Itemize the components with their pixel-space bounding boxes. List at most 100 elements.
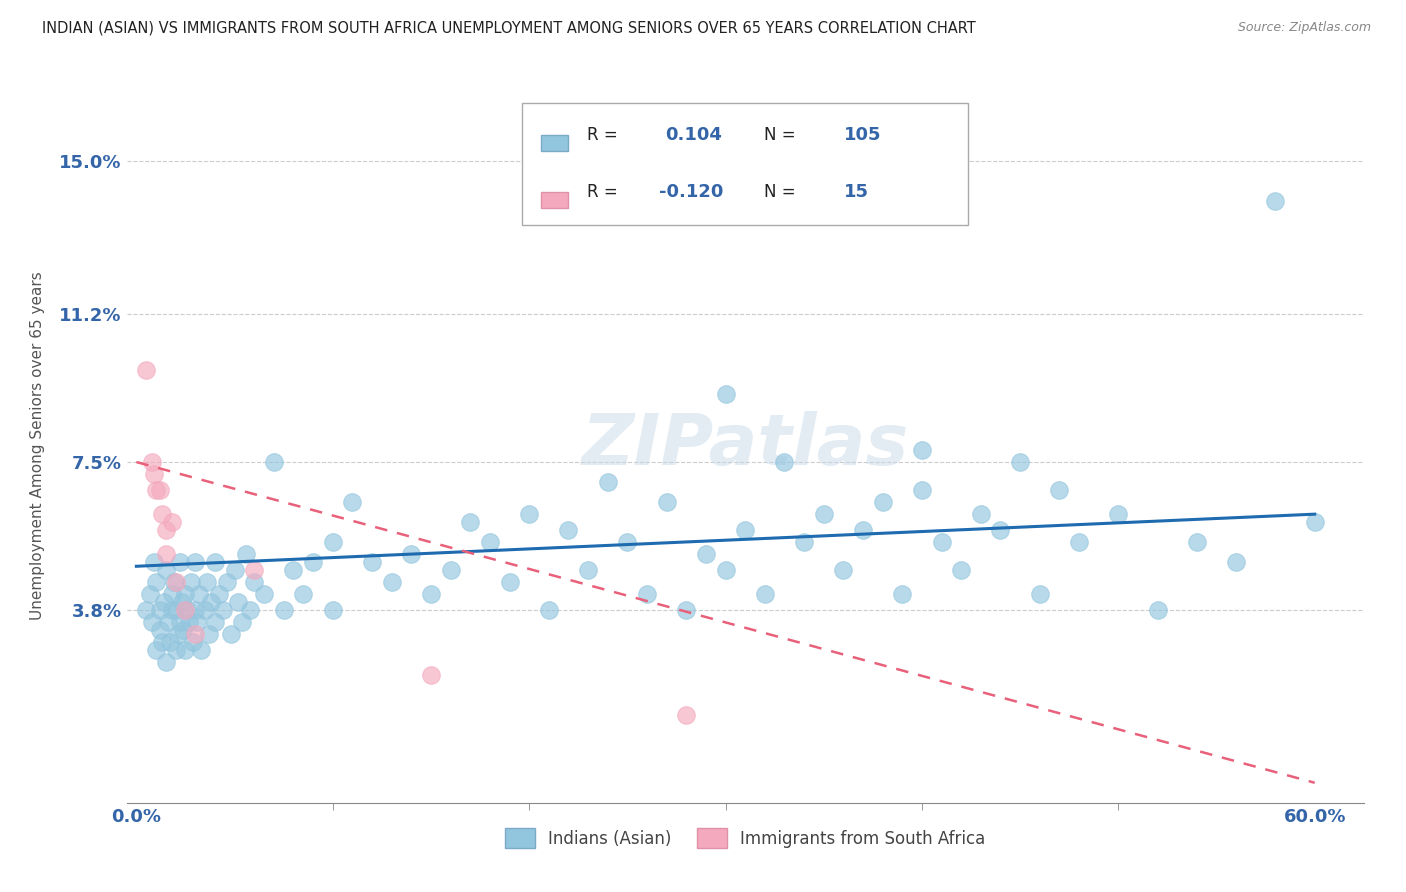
Point bbox=[793, 535, 815, 549]
Point bbox=[714, 387, 737, 401]
Point bbox=[135, 603, 157, 617]
Point bbox=[155, 547, 177, 561]
Point bbox=[381, 575, 404, 590]
Point bbox=[170, 595, 193, 609]
Point bbox=[155, 656, 177, 670]
Text: 15: 15 bbox=[844, 183, 869, 201]
Point bbox=[361, 555, 384, 569]
Point bbox=[179, 615, 201, 630]
Point bbox=[145, 643, 167, 657]
Y-axis label: Unemployment Among Seniors over 65 years: Unemployment Among Seniors over 65 years bbox=[31, 272, 45, 620]
Point bbox=[160, 603, 183, 617]
Point bbox=[714, 563, 737, 577]
Point bbox=[734, 523, 756, 537]
Point bbox=[616, 535, 638, 549]
Point bbox=[420, 587, 443, 601]
Point bbox=[1185, 535, 1208, 549]
Point bbox=[322, 535, 344, 549]
Point bbox=[263, 455, 285, 469]
Point bbox=[219, 627, 242, 641]
Point bbox=[832, 563, 855, 577]
Point bbox=[458, 515, 481, 529]
Point bbox=[498, 575, 520, 590]
Text: 0.104: 0.104 bbox=[665, 126, 721, 144]
Point bbox=[239, 603, 262, 617]
Point bbox=[773, 455, 796, 469]
Point bbox=[675, 603, 697, 617]
Point bbox=[173, 624, 195, 638]
Point bbox=[176, 603, 198, 617]
Text: -0.120: -0.120 bbox=[658, 183, 723, 201]
Point bbox=[228, 595, 250, 609]
Point bbox=[184, 603, 207, 617]
Point bbox=[155, 523, 177, 537]
Point bbox=[184, 627, 207, 641]
Point bbox=[852, 523, 875, 537]
FancyBboxPatch shape bbox=[541, 192, 568, 208]
Point bbox=[141, 455, 163, 469]
Point bbox=[169, 555, 191, 569]
Point bbox=[655, 495, 678, 509]
Point bbox=[1029, 587, 1052, 601]
Text: INDIAN (ASIAN) VS IMMIGRANTS FROM SOUTH AFRICA UNEMPLOYMENT AMONG SENIORS OVER 6: INDIAN (ASIAN) VS IMMIGRANTS FROM SOUTH … bbox=[42, 21, 976, 36]
Point bbox=[155, 563, 177, 577]
Point bbox=[292, 587, 315, 601]
Point bbox=[159, 635, 181, 649]
Point bbox=[160, 587, 183, 601]
Point bbox=[215, 575, 238, 590]
Point bbox=[190, 643, 212, 657]
Point bbox=[204, 615, 226, 630]
Point bbox=[156, 615, 179, 630]
Text: R =: R = bbox=[586, 126, 617, 144]
Point bbox=[149, 603, 172, 617]
Point bbox=[149, 483, 172, 497]
Point bbox=[231, 615, 253, 630]
FancyBboxPatch shape bbox=[523, 103, 967, 225]
Point bbox=[165, 575, 187, 590]
Point bbox=[322, 603, 344, 617]
Text: R =: R = bbox=[586, 183, 617, 201]
Legend: Indians (Asian), Immigrants from South Africa: Indians (Asian), Immigrants from South A… bbox=[498, 822, 993, 855]
Point bbox=[576, 563, 599, 577]
Point bbox=[180, 575, 202, 590]
Point bbox=[200, 595, 222, 609]
Point bbox=[557, 523, 579, 537]
Point bbox=[636, 587, 658, 601]
Point bbox=[302, 555, 325, 569]
Point bbox=[1107, 507, 1129, 521]
Point bbox=[194, 603, 217, 617]
Point bbox=[1264, 194, 1286, 209]
Text: N =: N = bbox=[763, 183, 796, 201]
Point bbox=[931, 535, 953, 549]
Text: N =: N = bbox=[763, 126, 796, 144]
Text: Source: ZipAtlas.com: Source: ZipAtlas.com bbox=[1237, 21, 1371, 34]
Text: 105: 105 bbox=[844, 126, 882, 144]
Point bbox=[143, 467, 166, 481]
Point bbox=[143, 555, 166, 569]
Point bbox=[181, 635, 204, 649]
Point bbox=[695, 547, 717, 561]
Point bbox=[754, 587, 776, 601]
Point bbox=[150, 635, 173, 649]
Point bbox=[135, 363, 157, 377]
Point bbox=[174, 643, 197, 657]
Point bbox=[243, 575, 266, 590]
Point bbox=[174, 603, 197, 617]
Point bbox=[675, 707, 697, 722]
Point bbox=[149, 624, 172, 638]
Point bbox=[420, 667, 443, 681]
Point bbox=[283, 563, 305, 577]
Point bbox=[1010, 455, 1032, 469]
Point bbox=[150, 507, 173, 521]
Point bbox=[950, 563, 973, 577]
Point bbox=[139, 587, 162, 601]
Point bbox=[1047, 483, 1070, 497]
Point bbox=[872, 495, 894, 509]
Point bbox=[911, 442, 934, 457]
Point bbox=[184, 555, 207, 569]
Point bbox=[160, 515, 183, 529]
Point bbox=[186, 615, 208, 630]
Point bbox=[1303, 515, 1326, 529]
Point bbox=[141, 615, 163, 630]
Point bbox=[208, 587, 231, 601]
